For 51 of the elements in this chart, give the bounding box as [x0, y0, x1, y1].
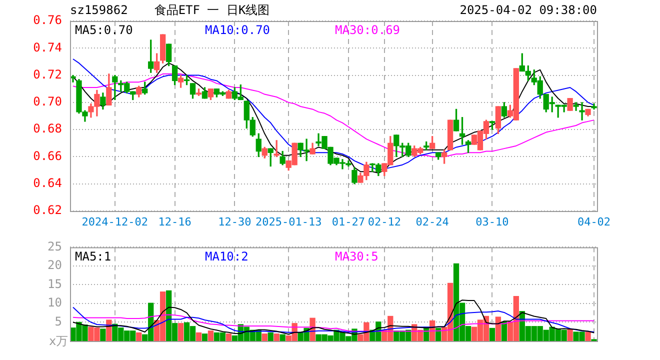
x-tick-label: 04-02 [577, 215, 611, 228]
bar [226, 334, 232, 341]
chart-title: 食品ETF 一 日K线图 [154, 3, 270, 18]
y-tick-label: 15 [48, 276, 62, 291]
bar [196, 332, 202, 341]
bar [495, 316, 502, 341]
bar [489, 328, 496, 341]
bar [567, 328, 573, 341]
bar [268, 332, 274, 341]
x-tick-label: 12-30 [218, 215, 252, 228]
text: sz159862 [70, 3, 128, 18]
y-tick-label: 0.68 [33, 122, 62, 136]
x-tick-label: 03-10 [476, 215, 509, 228]
text: MA10:2 [205, 249, 248, 264]
y-tick-label: 10 [48, 296, 62, 310]
y-tick-label: 0.76 [33, 13, 62, 28]
bar [178, 323, 184, 341]
bar [100, 328, 106, 341]
y-tick-label: 0.66 [33, 148, 62, 163]
x-tick-label: 12-16 [158, 215, 192, 228]
y-tick-label: 5 [54, 314, 62, 328]
y-tick-label: 0.70 [33, 94, 62, 109]
x-tick-label: 2025-01-13 [255, 215, 322, 228]
x-tick-label: 01-27 [332, 215, 366, 228]
candlestick [567, 98, 573, 111]
text: 2025-04-02 09:38:00 [460, 3, 597, 18]
bar [136, 332, 142, 341]
bar [202, 334, 208, 341]
bar [280, 334, 286, 341]
bar [106, 320, 112, 341]
y-tick-label: 20 [48, 258, 62, 272]
bar [585, 332, 591, 341]
bar [274, 334, 280, 341]
x-tick-label: 02-12 [368, 215, 401, 228]
y-tick-label: 0.62 [33, 203, 62, 218]
x-tick-label: 2024-12-02 [82, 215, 148, 228]
y-axis-title: x万 [49, 334, 68, 348]
y-tick-label: 0.72 [33, 67, 62, 82]
y-tick-label: 25 [48, 239, 62, 254]
bar [501, 322, 508, 341]
text: MA5:1 [75, 249, 112, 264]
y-tick-label: 0.64 [33, 176, 62, 190]
text: MA10:0.70 [205, 23, 270, 38]
text: MA30:5 [335, 249, 378, 264]
text: MA5:0.70 [75, 23, 133, 38]
x-tick-label: 02-24 [416, 215, 450, 228]
y-tick-label: 0.74 [33, 40, 62, 54]
bar [262, 334, 268, 341]
text: MA30:0.69 [335, 23, 400, 38]
bar [208, 330, 214, 341]
candlestick [447, 120, 454, 150]
